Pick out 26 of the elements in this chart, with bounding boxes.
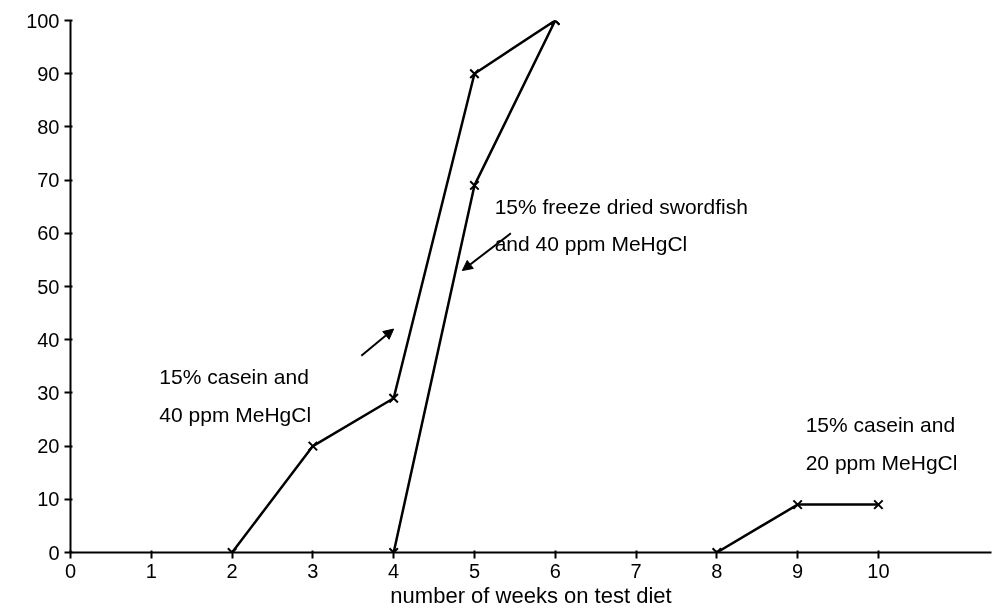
x-tick-label: 7 [630, 559, 642, 582]
x-tick-label: 8 [711, 559, 723, 582]
y-tick-label: 20 [37, 435, 60, 458]
y-tick-label: 60 [37, 222, 60, 245]
y-tick-label: 100 [26, 9, 60, 32]
y-tick-label: 50 [37, 275, 60, 298]
y-tick-label: 30 [37, 381, 60, 404]
y-tick-label: 0 [48, 541, 60, 564]
x-axis-title: number of weeks on test diet [390, 582, 672, 608]
x-tick-label: 1 [145, 559, 157, 582]
x-tick-label: 4 [388, 559, 400, 582]
y-tick-label: 90 [37, 62, 60, 85]
y-tick-label: 10 [37, 488, 60, 511]
y-tick-label: 70 [37, 169, 60, 192]
x-tick-label: 10 [867, 559, 890, 582]
series-label: 15% casein and 20 ppm MeHgCl [805, 413, 958, 474]
series-label: 15% casein and 40 ppm MeHgCl [159, 365, 312, 426]
x-tick-label: 2 [226, 559, 238, 582]
y-tick-label: 80 [37, 115, 60, 138]
x-tick-label: 5 [468, 559, 481, 582]
y-tick-label: 40 [37, 328, 60, 351]
x-tick-label: 0 [64, 559, 77, 582]
series-label: 15% freeze dried swordfish and 40 ppm MeHgCl [494, 195, 748, 256]
x-tick-label: 3 [307, 559, 319, 582]
x-tick-label: 6 [549, 559, 561, 582]
x-tick-label: 9 [792, 559, 804, 582]
